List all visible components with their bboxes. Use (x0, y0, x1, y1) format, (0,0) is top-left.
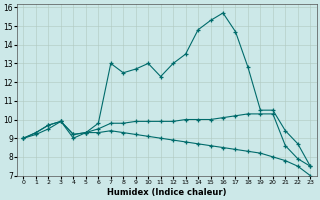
X-axis label: Humidex (Indice chaleur): Humidex (Indice chaleur) (107, 188, 227, 197)
